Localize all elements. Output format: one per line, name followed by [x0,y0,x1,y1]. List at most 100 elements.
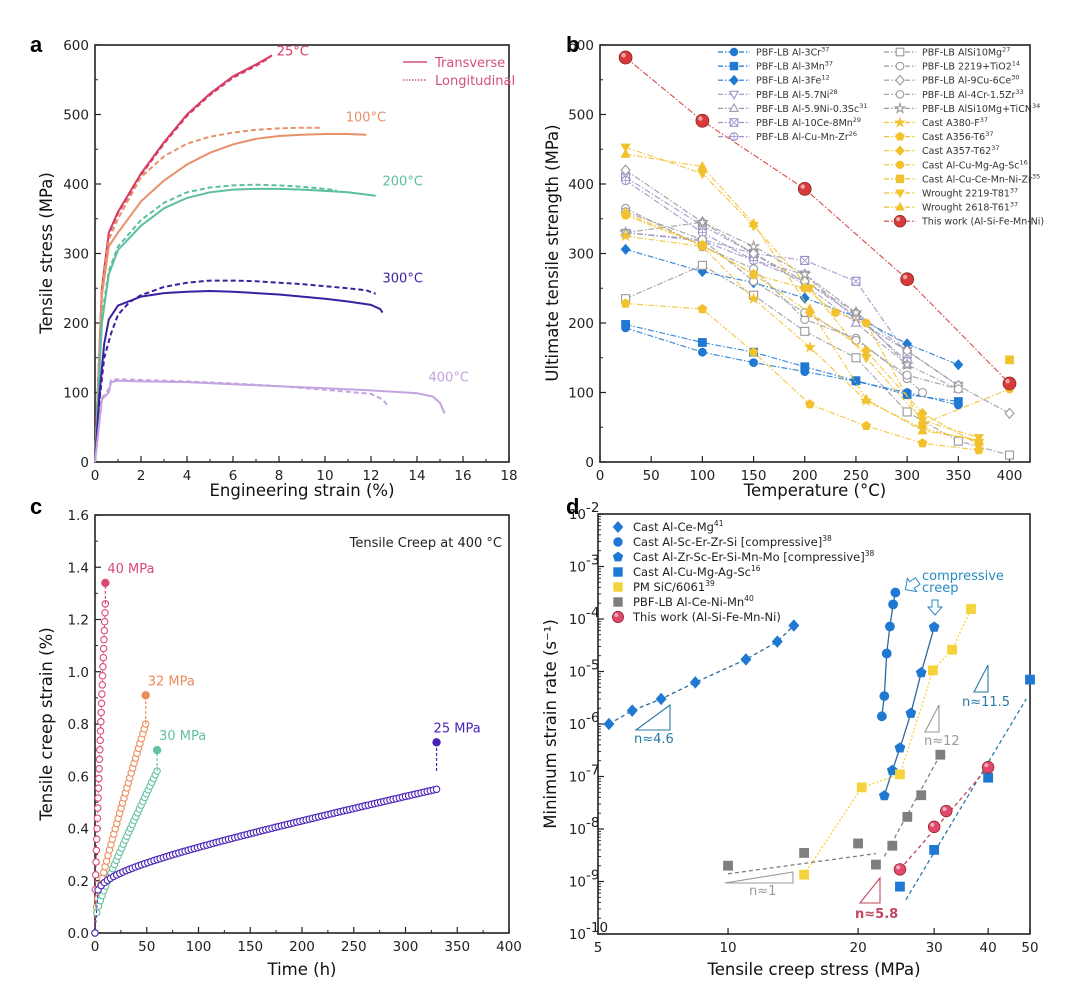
data-point-d [935,749,946,760]
series-label-c: 30 MPa [159,729,206,744]
chart-d: 5 10 20 30 40 5010-1010-910-810-710-610-510-4… [541,500,1039,979]
data-point-b [621,210,630,220]
y-tick-label-c: 0.4 [68,822,89,838]
legend-marker-b [895,160,905,169]
series-label-c: 32 MPa [148,674,195,689]
series-line-d [608,625,795,725]
x-axis-label-a: Engineering strain (%) [209,481,394,500]
legend-ref-d: 39 [705,579,715,588]
data-point-b [620,148,631,158]
data-point-d [905,707,917,718]
plot-frame-a [94,44,510,463]
data-point-b-highlight [902,274,908,280]
legend-marker-b [893,101,907,114]
data-point-b [620,143,631,153]
data-point-b [861,393,872,404]
legend-ref-d: 40 [744,594,754,603]
data-point-c [97,717,105,726]
slope-label-n11.5: n≈11.5 [962,695,1010,710]
legend-item-b: PBF-LB Al-5.7Ni28 [718,88,838,101]
data-point-b [804,303,815,313]
legend-label-b: Wrought 2219-T8137 [922,187,1018,200]
curve-longitudinal-25°C [94,56,271,463]
legend-label-b: This work (Al-Si-Fe-Mn-Ni) [921,217,1044,228]
data-point-c [98,681,106,689]
legend-item-b: Cast A356-T637 [884,130,993,143]
data-point-b [917,416,928,426]
curve-transverse-200°C [94,187,376,463]
data-point-b [747,292,760,304]
x-tick-label-a: 18 [500,468,517,484]
y-tick-label-c: 0.8 [68,717,89,733]
legend-item-d: Cast Al-Sc-Er-Zr-Si [compressive]38 [613,534,832,549]
data-point-d [856,782,867,793]
series-line-b [625,214,1010,425]
series-line-b [625,176,908,355]
y-tick-exp-d: -4 [586,605,599,621]
series-b [618,50,1017,460]
legend-marker-b [894,116,906,128]
legend-label-b: PBF-LB Al-10Ce-8Mn29 [756,116,861,129]
rupture-point-c [101,578,110,588]
data-point-c [100,635,108,644]
legend-marker-b [729,47,739,57]
legend-marker-b [729,61,739,71]
data-point-b-x [851,277,861,286]
x-tick-label-c: 200 [289,939,315,955]
data-point-c [97,708,105,717]
annotation-compressive: compressive [922,569,1004,584]
legend-marker-d [613,597,623,607]
data-point-d [890,587,901,598]
legend-ref-b: 16 [1019,158,1027,166]
legend-marker-b [895,131,905,141]
data-point-b [749,358,758,368]
legend-ref-b: 35 [1032,172,1040,180]
legend-ref-b: 37 [985,130,993,138]
data-point-b [851,353,861,363]
y-tick-exp-d: -8 [586,815,599,831]
data-point-c [100,626,109,635]
data-point-b [902,407,912,417]
legend-item-b: PBF-LB Al-3Mn37 [718,60,833,73]
slope-label-n12: n≈12 [924,734,960,749]
data-point-d [689,676,701,689]
legend-item-d: This work (Al-Si-Fe-Mn-Ni) [612,610,781,624]
legend-item-b: PBF-LB AlSi10Mg+TiCN34 [884,101,1040,115]
x-tick-label-d: 20 [849,940,866,956]
data-point-c [101,608,109,617]
data-point-d [928,665,938,676]
data-point-c [432,785,441,794]
data-point-b [861,318,871,328]
axis-ticks-c: 0 50 100 150 200 250 300 350 400 0.0 0.2 0.4 0.6 0.8 1… [68,508,522,955]
axis-ticks-a: 0 2 4 6 8 10 12 14 16 18 0 100 200 300 400 500 600 [63,38,517,484]
data-point-d [888,599,898,610]
legend-item-d: PM SiC/606139 [613,579,715,594]
y-tick-label-a: 100 [63,386,89,402]
slope-label-n5.8: n≈5.8 [855,907,898,922]
slope-triangle-n12 [924,704,940,733]
data-point-d [886,764,898,776]
x-tick-label-d: 10 [719,940,736,956]
panel-label-d: d [566,494,579,519]
x-tick-label-a: 10 [316,468,333,484]
curve-longitudinal-300°C [94,279,376,463]
data-point-b [620,243,631,255]
curve-transverse-400°C [94,379,446,463]
data-point-c [91,870,100,879]
legend-ref-b: 37 [1010,201,1018,209]
x-tick-label-c: 0 [91,939,100,955]
y-tick-exp-d: -9 [586,868,599,884]
series-label-a: 400°C [429,370,469,385]
y-axis-label-d: Minimum strain rate (s⁻¹) [541,619,560,829]
data-point-d [947,644,957,655]
data-point-c [97,699,106,707]
x-axis-label-d: Tensile creep stress (MPa) [706,960,920,979]
legend-item-b: PBF-LB Al-9Cu-6Ce30 [884,74,1019,87]
x-tick-label-d: 50 [1021,940,1038,956]
y-tick-label-d: 10 [569,822,586,838]
data-point-d-highlight [984,763,989,768]
y-tick-exp-d: -5 [586,658,599,674]
data-point-c [100,617,109,626]
legend-item-b: This work (Al-Si-Fe-Mn-Ni) [884,214,1044,228]
arrow-icon-compressive [904,577,921,593]
